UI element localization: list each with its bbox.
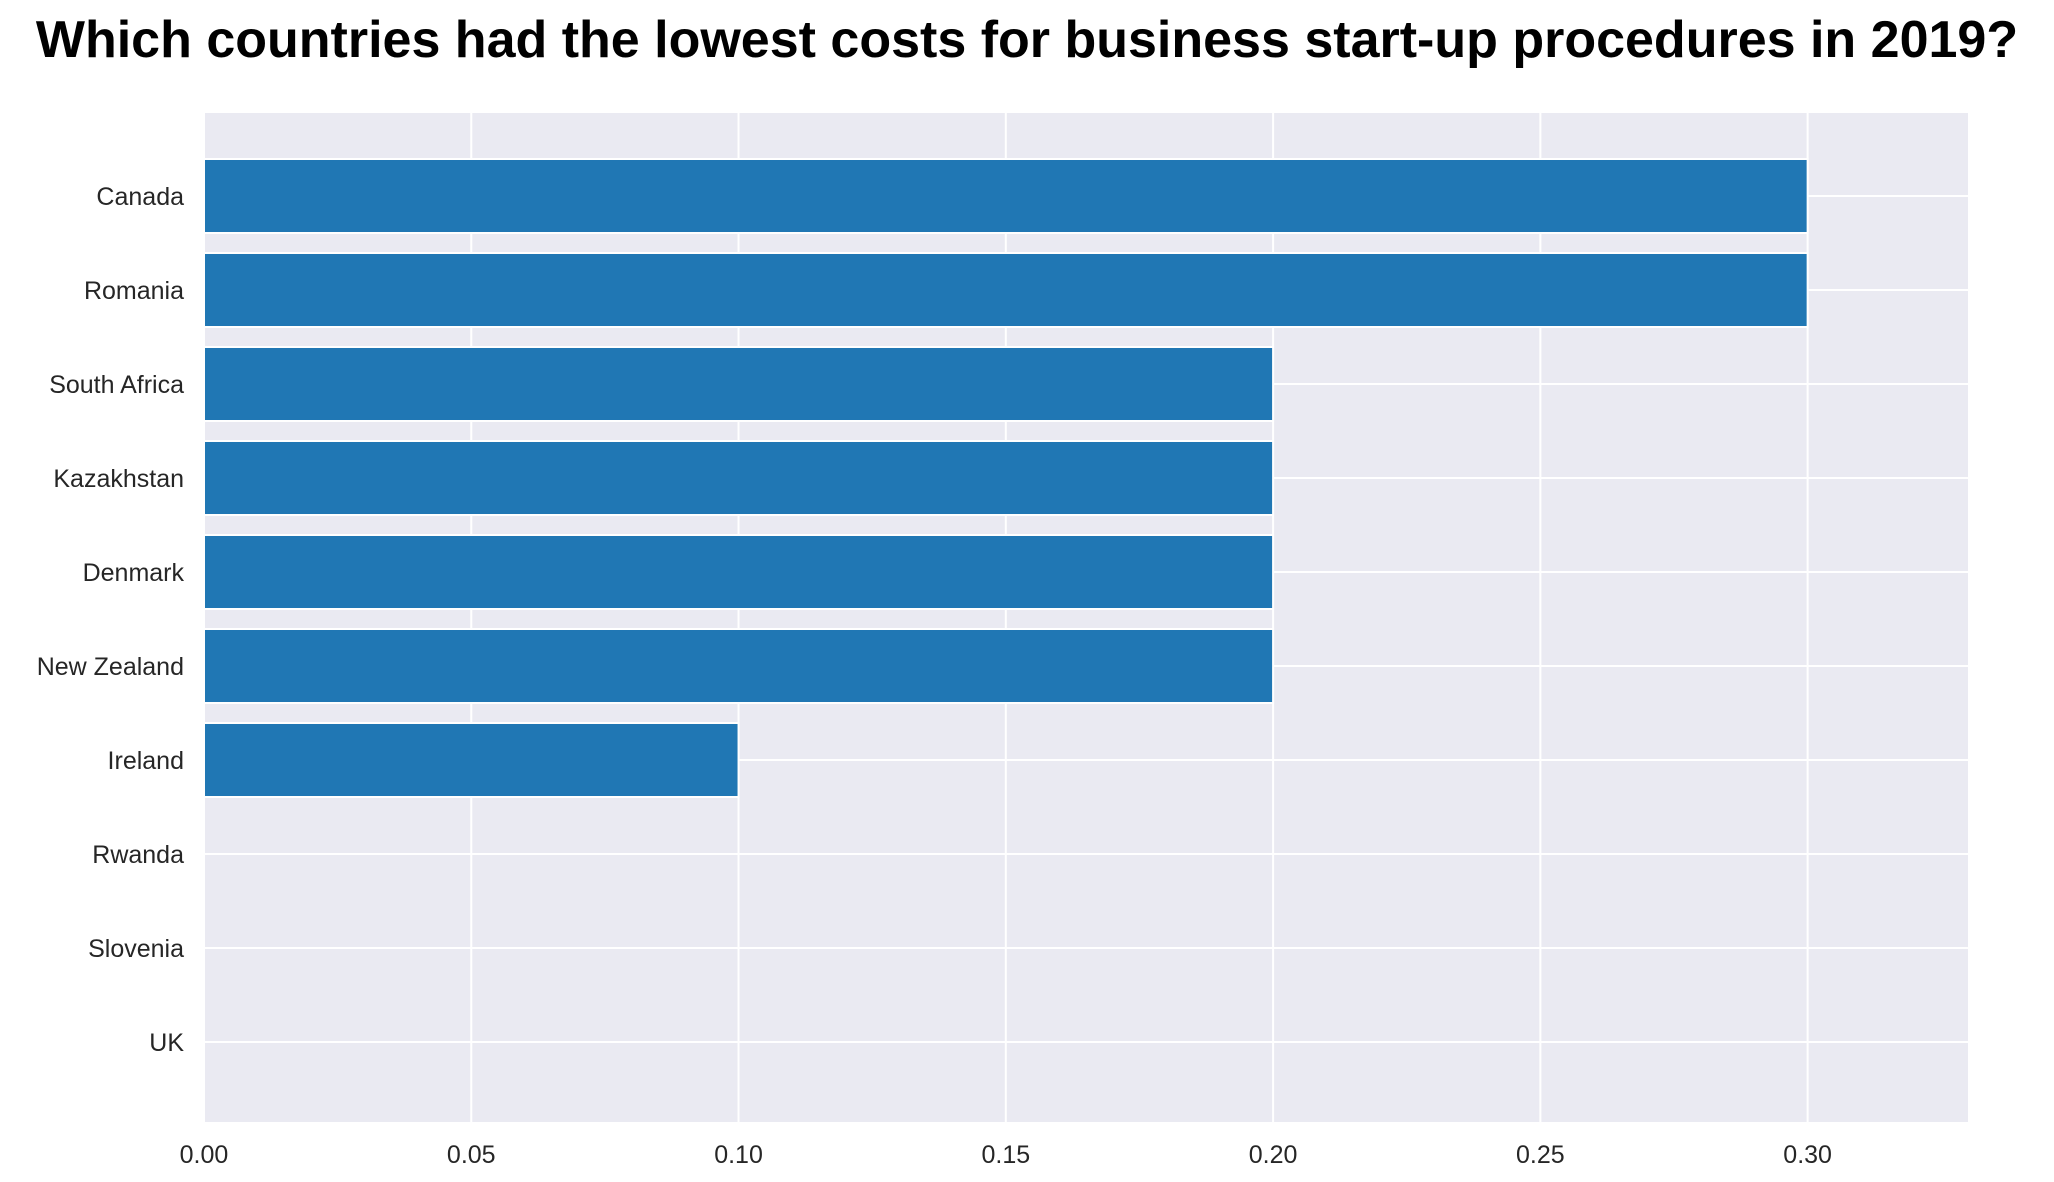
x-tick-label: 0.20 <box>1249 1141 1298 1169</box>
y-tick-label: Rwanda <box>92 841 184 869</box>
y-axis-tick-labels: Canada Romania South Africa Kazakhstan Denma… <box>37 183 185 1057</box>
bar-ireland <box>203 722 740 798</box>
x-tick-label: 0.10 <box>714 1141 763 1169</box>
y-tick-label: Denmark <box>83 559 185 587</box>
bar-kazakhstan <box>203 440 1275 516</box>
x-axis-tick-labels: 0.00 0.05 0.10 0.15 0.20 0.25 0.30 <box>180 1141 1832 1169</box>
y-tick-label: Ireland <box>108 747 184 775</box>
chart-title: Which countries had the lowest costs for… <box>35 11 2019 69</box>
y-tick-label: UK <box>149 1029 184 1057</box>
x-tick-label: 0.00 <box>180 1141 229 1169</box>
y-tick-label: Slovenia <box>88 935 184 963</box>
bar-canada <box>203 158 1809 234</box>
y-tick-label: Kazakhstan <box>53 465 184 493</box>
bars <box>203 158 1809 798</box>
x-tick-label: 0.15 <box>981 1141 1030 1169</box>
y-tick-label: Canada <box>96 183 184 211</box>
y-tick-label: Romania <box>84 277 184 305</box>
bar-south-africa <box>203 346 1275 422</box>
y-tick-label: New Zealand <box>37 653 184 681</box>
x-tick-label: 0.30 <box>1783 1141 1832 1169</box>
bar-denmark <box>203 534 1275 610</box>
x-tick-label: 0.25 <box>1516 1141 1565 1169</box>
bar-new-zealand <box>203 628 1275 704</box>
x-tick-label: 0.05 <box>447 1141 496 1169</box>
y-tick-label: South Africa <box>49 371 184 399</box>
bar-romania <box>203 252 1809 328</box>
